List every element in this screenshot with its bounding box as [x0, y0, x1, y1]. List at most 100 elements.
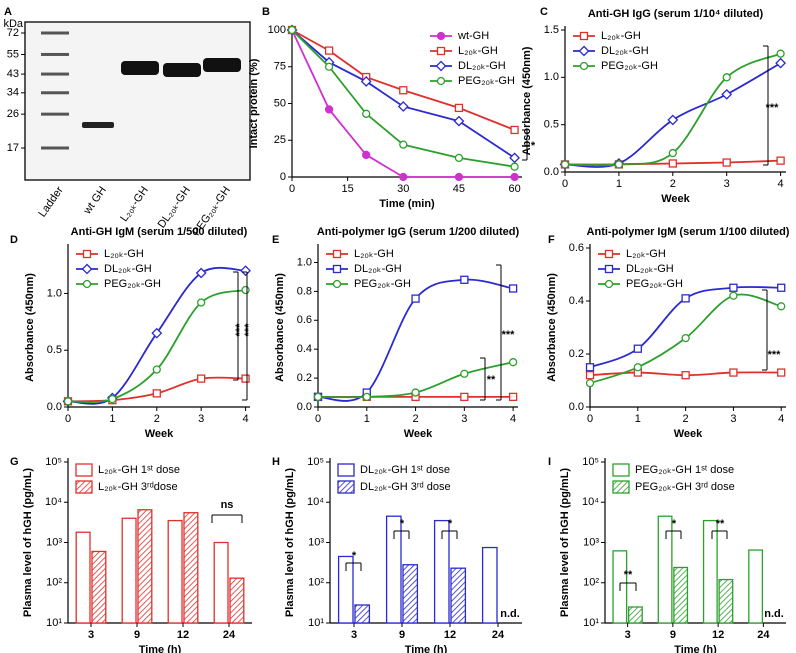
marker	[509, 152, 521, 164]
x-tick-label: 2	[154, 413, 160, 425]
y-tick-label: 17	[7, 142, 19, 154]
y-tick-label: 1.0	[544, 71, 559, 83]
annotation: ***	[243, 323, 255, 337]
panel-letter: H	[272, 456, 280, 468]
bar	[657, 515, 673, 624]
marker	[436, 76, 446, 86]
annotation: *	[672, 518, 677, 530]
x-axis-label: Week	[404, 428, 433, 440]
series-line	[291, 29, 516, 159]
y-tick-label: 0.4	[569, 295, 584, 307]
marker	[436, 31, 446, 41]
x-axis-label: Time (h)	[674, 644, 717, 653]
ladder-band	[41, 52, 69, 56]
y-tick-label: 75	[274, 61, 286, 73]
y-tick-label: 10¹	[583, 617, 599, 629]
bar	[718, 578, 734, 624]
marker	[397, 101, 409, 112]
y-tick-label: 10²	[308, 577, 324, 589]
panel-letter: G	[10, 456, 19, 468]
marker	[510, 125, 519, 135]
x-axis-label: Time (h)	[405, 644, 448, 653]
annotation: ***	[502, 329, 516, 341]
y-tick-label: 10⁴	[582, 496, 599, 508]
legend-swatch	[337, 480, 355, 494]
marker	[411, 294, 420, 303]
marker	[633, 344, 642, 353]
chart-title: Anti-GH IgM (serum 1/500 diluted)	[71, 226, 248, 238]
marker	[614, 160, 624, 169]
legend-swatch	[75, 480, 93, 494]
legend-swatch	[612, 463, 630, 477]
marker	[362, 150, 371, 160]
gel-band	[82, 122, 114, 128]
x-tick-label: 24	[223, 629, 236, 641]
y-tick-label: 0.0	[569, 401, 584, 413]
marker	[729, 283, 738, 292]
marker	[81, 263, 93, 275]
y-axis-label: Absorbance (450nm)	[24, 273, 36, 382]
legend-swatch	[75, 463, 93, 477]
marker	[108, 394, 117, 404]
x-tick-label: 0	[587, 413, 593, 425]
marker	[510, 162, 519, 171]
legend-label: L₂₀ₖ-GH 3ʳᵈdose	[98, 481, 178, 493]
legend-swatch	[612, 480, 630, 494]
y-tick-label: 43	[7, 68, 19, 80]
annotation: ***	[234, 323, 246, 337]
legend-label: DL₂₀ₖ-GH	[458, 60, 506, 72]
y-tick-label: 0.0	[297, 401, 312, 413]
x-tick-label: 1	[364, 413, 370, 425]
marker	[197, 298, 206, 307]
y-tick-label: 0.4	[297, 343, 312, 355]
marker	[668, 159, 677, 168]
series-line	[291, 29, 515, 168]
x-tick-label: 4	[778, 178, 784, 190]
marker	[332, 264, 342, 274]
bar	[91, 550, 107, 624]
legend-label: PEG₂₀ₖ-GH 3ʳᵈ dose	[635, 481, 735, 493]
legend-label: DL₂₀ₖ-GH	[626, 263, 674, 275]
x-tick-label: 3	[351, 629, 357, 641]
marker	[508, 284, 518, 293]
panel-letter: E	[272, 234, 279, 246]
marker	[197, 374, 206, 383]
y-tick-label: 26	[7, 108, 19, 120]
legend-label: PEG₂₀ₖ-GH 1ˢᵗ dose	[635, 464, 734, 476]
x-axis-label: Week	[674, 428, 703, 440]
gel-band	[203, 58, 241, 72]
chart-title: Anti-GH IgG (serum 1/10⁴ diluted)	[588, 8, 764, 20]
x-tick-label: 0	[289, 183, 295, 195]
y-axis-label: Absorbance (450nm)	[521, 46, 533, 155]
x-tick-label: 0	[562, 178, 568, 190]
lane-label: Ladder	[36, 184, 66, 219]
bar	[748, 549, 764, 624]
legend-label: L₂₀ₖ-GH	[458, 45, 498, 57]
marker	[195, 267, 207, 279]
bar	[167, 519, 183, 624]
marker	[360, 76, 372, 87]
y-tick-label: 10³	[583, 536, 599, 548]
marker	[585, 363, 595, 372]
x-tick-label: 24	[757, 629, 770, 641]
legend-label: DL₂₀ₖ-GH 3ʳᵈ dose	[360, 481, 451, 493]
marker	[579, 61, 589, 71]
bar	[702, 519, 718, 624]
marker	[777, 283, 786, 292]
marker	[454, 172, 464, 182]
legend-label: wt-GH	[457, 30, 489, 42]
x-tick-label: 3	[625, 629, 631, 641]
marker	[411, 388, 420, 397]
legend-label: PEG₂₀ₖ-GH	[626, 278, 683, 290]
panel-letter: A	[4, 6, 12, 18]
legend-label: DL₂₀ₖ-GH	[601, 45, 649, 57]
y-tick-label: 0.5	[47, 344, 62, 356]
panel-letter: C	[540, 6, 548, 18]
bar	[354, 604, 371, 624]
marker	[604, 249, 614, 259]
x-tick-label: 0	[315, 413, 321, 425]
marker	[460, 275, 469, 284]
marker	[152, 389, 161, 398]
marker	[399, 172, 408, 182]
marker	[324, 105, 334, 114]
